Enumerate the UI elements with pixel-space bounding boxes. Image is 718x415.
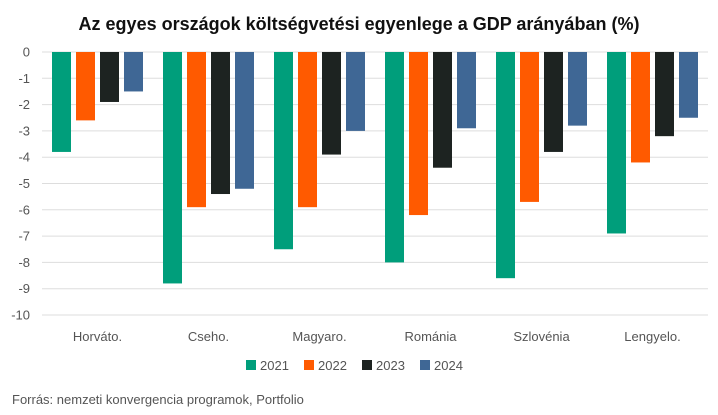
legend-swatch xyxy=(362,360,372,370)
bar xyxy=(655,52,674,137)
bar xyxy=(322,52,341,155)
bar xyxy=(211,52,230,195)
category-label: Magyaro. xyxy=(292,329,346,344)
bar xyxy=(544,52,563,152)
y-tick-label: -9 xyxy=(18,281,30,296)
bar xyxy=(235,52,254,189)
y-tick-label: -7 xyxy=(18,229,30,244)
bar xyxy=(124,52,143,92)
bar xyxy=(76,52,95,121)
category-label: Cseho. xyxy=(188,329,229,344)
y-tick-label: -2 xyxy=(18,97,30,112)
legend-swatch xyxy=(304,360,314,370)
bar xyxy=(409,52,428,216)
bar xyxy=(607,52,626,234)
bars xyxy=(52,52,698,284)
legend-label: 2023 xyxy=(376,358,405,373)
category-label: Horváto. xyxy=(73,329,122,344)
category-label: Szlovénia xyxy=(513,329,570,344)
bar xyxy=(52,52,71,152)
bar xyxy=(568,52,587,126)
bar xyxy=(100,52,119,102)
bar xyxy=(385,52,404,263)
bar xyxy=(496,52,515,279)
bar xyxy=(346,52,365,131)
legend-label: 2022 xyxy=(318,358,347,373)
legend-swatch xyxy=(420,360,430,370)
y-tick-label: -10 xyxy=(11,308,30,323)
bar xyxy=(457,52,476,129)
category-label: Lengyelo. xyxy=(624,329,680,344)
bar xyxy=(631,52,650,163)
bar xyxy=(187,52,206,208)
y-axis-ticks: 0 -1 -2 -3 -4 -5 -6 -7 -8 -9 -10 xyxy=(11,45,30,323)
bar xyxy=(298,52,317,208)
y-tick-label: -5 xyxy=(18,176,30,191)
legend-swatch xyxy=(246,360,256,370)
bar xyxy=(274,52,293,250)
y-tick-label: -3 xyxy=(18,123,30,138)
legend-label: 2021 xyxy=(260,358,289,373)
bar xyxy=(163,52,182,284)
legend: 2021 2022 2023 2024 xyxy=(246,358,463,373)
y-tick-label: -1 xyxy=(18,71,30,86)
chart-title: Az egyes országok költségvetési egyenleg… xyxy=(79,14,640,34)
bar xyxy=(679,52,698,118)
legend-label: 2024 xyxy=(434,358,463,373)
y-tick-label: 0 xyxy=(23,45,30,60)
source-note: Forrás: nemzeti konvergencia programok, … xyxy=(12,392,304,407)
y-tick-label: -4 xyxy=(18,150,30,165)
y-tick-label: -8 xyxy=(18,255,30,270)
bar xyxy=(520,52,539,202)
category-label: Románia xyxy=(404,329,457,344)
gridlines xyxy=(42,51,708,316)
x-axis-categories: Horváto. Cseho. Magyaro. Románia Szlovénia Le… xyxy=(73,329,681,344)
y-tick-label: -6 xyxy=(18,202,30,217)
bar xyxy=(433,52,452,168)
